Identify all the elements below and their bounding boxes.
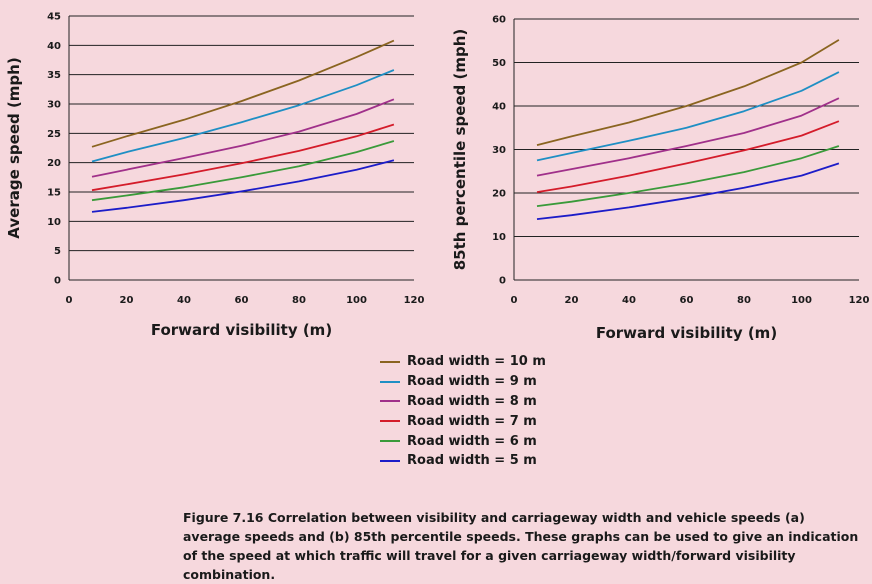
y-axis-title: Average speed (mph) <box>5 57 23 238</box>
series-line <box>91 140 395 202</box>
x-tick-label: 120 <box>404 295 425 306</box>
series-line <box>536 145 840 207</box>
legend-item-7m: Road width = 7 m <box>380 411 546 431</box>
y-tick-label: 45 <box>47 12 61 23</box>
y-tick-label: 0 <box>54 276 61 287</box>
y-tick-label: 20 <box>47 158 61 169</box>
x-tick-label: 60 <box>680 295 694 306</box>
y-tick-label: 60 <box>492 15 506 26</box>
x-tick-label: 60 <box>235 295 249 306</box>
y-tick-label: 10 <box>492 232 506 243</box>
y-axis-title: 85th percentile speed (mph) <box>451 29 469 271</box>
x-tick-label: 40 <box>622 295 636 306</box>
x-tick-label: 40 <box>177 295 191 306</box>
legend-swatch <box>380 459 400 462</box>
y-tick-label: 40 <box>492 102 506 113</box>
legend-swatch <box>380 380 400 383</box>
legend-label: Road width = 6 m <box>407 433 537 449</box>
y-tick-label: 0 <box>499 276 506 287</box>
x-tick-label: 0 <box>511 295 518 306</box>
y-tick-label: 5 <box>54 246 61 257</box>
legend-item-5m: Road width = 5 m <box>380 451 546 471</box>
series-line <box>91 98 395 178</box>
legend-item-10m: Road width = 10 m <box>380 352 546 372</box>
legend-item-9m: Road width = 9 m <box>380 372 546 392</box>
x-tick-label: 80 <box>292 295 306 306</box>
y-tick-label: 50 <box>492 58 506 69</box>
chart-average-speed: 0 5 10 15 20 25 30 35 40 45 0 20 40 60 80 100 120 Forward… <box>5 12 424 340</box>
x-tick-label: 20 <box>565 295 579 306</box>
legend: Road width = 10 m Road width = 9 m Road … <box>380 352 546 471</box>
x-axis-title: Forward visibility (m) <box>151 321 332 339</box>
x-tick-label: 20 <box>120 295 134 306</box>
series-line <box>536 97 840 177</box>
chart-85th-percentile-speed: 0 10 20 30 40 50 60 0 20 40 60 80 100 120 Forward visi… <box>451 15 869 343</box>
y-tick-label: 35 <box>47 70 61 81</box>
series-line <box>91 39 395 148</box>
legend-label: Road width = 10 m <box>407 354 546 370</box>
legend-item-8m: Road width = 8 m <box>380 392 546 412</box>
y-tick-label: 20 <box>492 189 506 200</box>
series-line <box>536 39 840 146</box>
y-tick-label: 25 <box>47 129 61 140</box>
series-line <box>536 71 840 162</box>
series-line <box>536 162 840 220</box>
legend-item-6m: Road width = 6 m <box>380 431 546 451</box>
x-tick-label: 100 <box>791 295 812 306</box>
x-tick-label: 100 <box>346 295 367 306</box>
y-tick-label: 10 <box>47 217 61 228</box>
legend-label: Road width = 9 m <box>407 374 537 390</box>
y-tick-label: 30 <box>47 100 61 111</box>
legend-label: Road width = 8 m <box>407 393 537 409</box>
x-axis-title: Forward visibility (m) <box>596 324 777 342</box>
legend-swatch <box>380 420 400 423</box>
legend-swatch <box>380 360 400 363</box>
series-line <box>536 120 840 193</box>
legend-label: Road width = 5 m <box>407 453 537 469</box>
series-line <box>91 123 395 192</box>
series-line <box>91 159 395 213</box>
x-tick-label: 0 <box>66 295 73 306</box>
x-tick-label: 120 <box>849 295 870 306</box>
x-tick-label: 80 <box>737 295 751 306</box>
figure-caption: Figure 7.16 Correlation between visibili… <box>183 510 859 582</box>
y-tick-label: 15 <box>47 188 61 199</box>
y-tick-label: 40 <box>47 41 61 52</box>
y-tick-label: 30 <box>492 145 506 156</box>
legend-label: Road width = 7 m <box>407 413 537 429</box>
series-line <box>91 69 395 163</box>
legend-swatch <box>380 400 400 403</box>
legend-swatch <box>380 440 400 443</box>
